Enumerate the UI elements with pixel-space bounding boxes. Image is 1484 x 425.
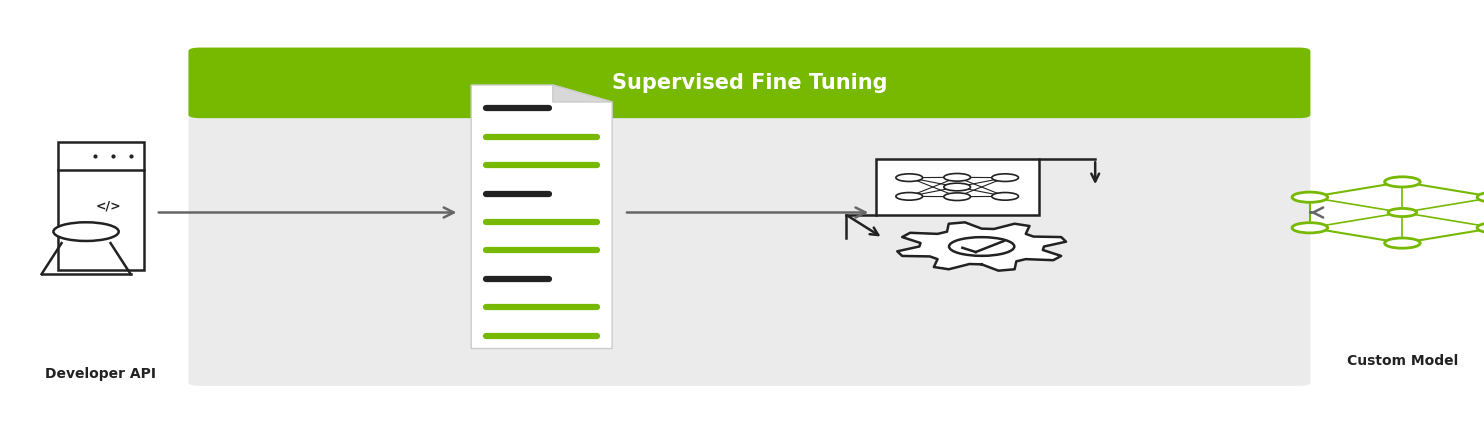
FancyBboxPatch shape: [188, 48, 1310, 386]
Text: Developer API: Developer API: [46, 367, 156, 381]
FancyBboxPatch shape: [58, 142, 144, 270]
Text: Custom Model: Custom Model: [1347, 354, 1457, 368]
Circle shape: [53, 222, 119, 241]
FancyBboxPatch shape: [202, 98, 1297, 115]
Circle shape: [1477, 223, 1484, 233]
Circle shape: [991, 193, 1018, 200]
FancyBboxPatch shape: [188, 48, 1310, 118]
Text: Supervised Fine Tuning: Supervised Fine Tuning: [611, 73, 887, 93]
Circle shape: [896, 193, 923, 200]
Circle shape: [944, 173, 971, 181]
Circle shape: [991, 174, 1018, 181]
Circle shape: [1388, 208, 1417, 217]
Circle shape: [1385, 177, 1420, 187]
Polygon shape: [552, 85, 613, 102]
Circle shape: [1293, 223, 1328, 233]
Polygon shape: [472, 85, 613, 348]
Circle shape: [950, 237, 1015, 256]
Circle shape: [896, 174, 923, 181]
Text: </>: </>: [95, 200, 122, 212]
Circle shape: [1293, 192, 1328, 202]
Circle shape: [1385, 238, 1420, 248]
Circle shape: [944, 193, 971, 201]
FancyBboxPatch shape: [876, 159, 1039, 215]
Circle shape: [1477, 192, 1484, 202]
Polygon shape: [898, 222, 1066, 271]
Circle shape: [944, 183, 971, 191]
